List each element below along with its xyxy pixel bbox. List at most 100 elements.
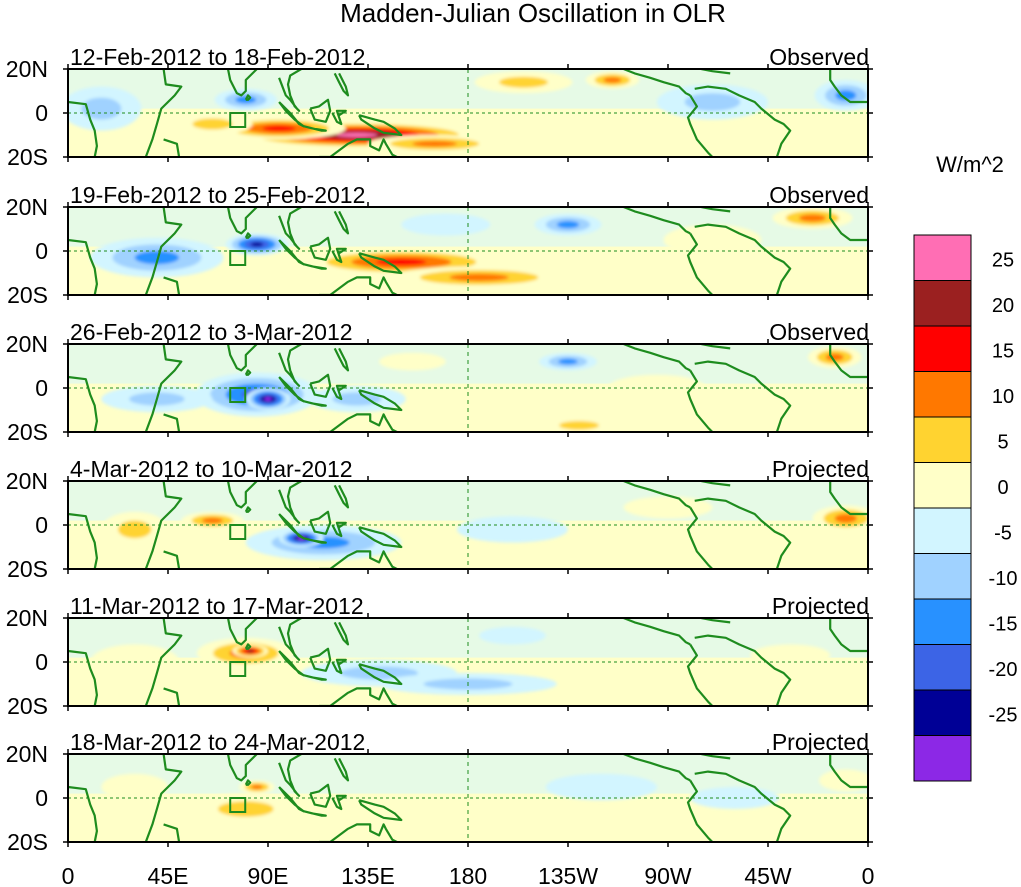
lon-label-90e: 90E	[248, 863, 289, 887]
coastline-4	[226, 69, 258, 97]
coastline-2	[163, 138, 181, 157]
coastline-14	[623, 344, 691, 372]
coastline-5	[244, 506, 252, 513]
lon-label-90w: 90W	[644, 863, 692, 887]
coastline-6	[278, 69, 302, 112]
panel-contents	[68, 754, 868, 842]
colorbar-level-label: 25	[992, 250, 1014, 272]
anomaly-contour-2-1	[192, 118, 233, 130]
anomaly-contour-2-2	[202, 517, 223, 524]
longitude-axis: 0 45E 90E 135E 180 135W 90W 45W 0	[62, 863, 875, 887]
lat-label-20s: 20S	[7, 693, 48, 719]
coastline-18	[829, 754, 868, 789]
coastline-12	[358, 526, 403, 549]
coastline-18	[829, 481, 868, 516]
colorbar-swatch-11	[913, 735, 972, 782]
coastline-16	[694, 85, 792, 157]
anomaly-contour-0-5	[336, 132, 378, 138]
panel-date-range: 19-Feb-2012 to 25-Feb-2012	[70, 182, 365, 208]
lon-label-0-end: 0	[862, 863, 875, 887]
coastline-8	[303, 537, 327, 544]
anomaly-contour-6-0	[623, 496, 713, 519]
lat-label-20s: 20S	[7, 282, 48, 308]
coastline-8	[303, 125, 327, 132]
coastline-1	[144, 754, 183, 842]
lat-label-20n: 20N	[6, 605, 48, 631]
colorbar-level-label: 20	[992, 295, 1014, 317]
coastlines	[68, 618, 868, 706]
coastline-1	[144, 481, 183, 569]
panel-date-range: 26-Feb-2012 to 3-Mar-2012	[70, 319, 353, 345]
coastlines	[68, 69, 868, 157]
colorbar-swatch-9	[913, 644, 972, 691]
coastline-8	[303, 400, 327, 407]
lat-label-20s: 20S	[7, 419, 48, 445]
anomaly-contour-3-4	[250, 242, 264, 247]
colorbar-swatch-7	[913, 553, 972, 600]
panel-status: Projected	[772, 729, 869, 755]
panel-contents	[68, 618, 868, 706]
anomaly-contour-1-5	[264, 397, 272, 401]
colorbar-level-label: -10	[989, 568, 1018, 590]
panel-contents	[68, 207, 868, 295]
coastline-1	[144, 618, 183, 706]
anomaly-contour-3-2	[412, 140, 457, 147]
anomaly-contour-1-2	[449, 273, 509, 282]
coastline-4	[226, 754, 258, 782]
anomaly-contour-6-1	[499, 76, 548, 88]
map-panel-6: 18-Mar-2012 to 24-Mar-2012 Projected 20N 0 2…	[6, 729, 873, 855]
coastline-2	[163, 413, 181, 432]
colorbar-swatch-5	[913, 462, 972, 509]
lon-label-135w: 135W	[538, 863, 598, 887]
colorbar-swatch-1	[913, 280, 972, 327]
coastline-1	[144, 69, 183, 157]
anomaly-contour-3-1	[118, 520, 152, 539]
map-panel-5: 11-Mar-2012 to 17-Mar-2012 Projected 20N 0 2…	[6, 593, 873, 719]
coastline-5	[244, 369, 252, 376]
coastline-18	[829, 344, 868, 379]
coastline-13	[319, 550, 398, 569]
panel-ticks	[63, 476, 873, 574]
coastline-0	[68, 649, 98, 706]
anomaly-contour-1-2	[250, 784, 263, 790]
coastline-6	[278, 618, 302, 661]
colorbar-level-label: 10	[992, 386, 1014, 408]
coastline-16	[694, 634, 792, 706]
lat-label-0: 0	[35, 649, 48, 675]
olr-field	[90, 207, 853, 289]
lat-label-20s: 20S	[7, 556, 48, 582]
panel-ticks	[63, 202, 873, 300]
coastline-10	[331, 521, 347, 538]
coastline-14	[623, 481, 691, 509]
coastline-13	[319, 138, 398, 157]
lon-label-180: 180	[449, 863, 487, 887]
coastline-2	[163, 823, 181, 842]
colorbar-swatch-10	[913, 689, 972, 736]
coastline-4	[226, 618, 258, 646]
map-panel-3: 26-Feb-2012 to 3-Mar-2012 Observed 20N 0 20S	[6, 319, 873, 445]
coastline-4	[226, 481, 258, 509]
colorbar-level-label: 0	[997, 477, 1008, 499]
coastline-8	[303, 674, 327, 681]
anomaly-contour-4-2	[556, 220, 580, 229]
coastline-16	[694, 497, 792, 569]
anomaly-contour-5-0	[456, 516, 568, 543]
coastline-12	[358, 114, 403, 137]
coastline-12	[358, 799, 403, 822]
coastline-6	[278, 754, 302, 797]
coastline-8	[303, 263, 327, 270]
anomaly-contour-6-1	[559, 421, 600, 430]
lon-label-45w: 45W	[744, 863, 792, 887]
coastline-0	[68, 100, 98, 157]
coastline-6	[278, 344, 302, 387]
lat-label-0: 0	[35, 785, 48, 811]
anomaly-contour-3-0	[101, 773, 168, 801]
coastline-11	[333, 347, 350, 372]
colorbar-swatch-2	[913, 325, 972, 372]
coastline-10	[331, 658, 347, 675]
colorbar-swatch-3	[913, 371, 972, 418]
panel-date-range: 12-Feb-2012 to 18-Feb-2012	[70, 44, 365, 70]
coastline-16	[694, 770, 792, 842]
anomaly-contour-5-2	[235, 96, 257, 104]
anomaly-contour-5-0	[750, 644, 831, 667]
